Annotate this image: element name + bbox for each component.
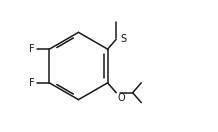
- Text: S: S: [120, 34, 126, 44]
- Text: F: F: [29, 78, 35, 88]
- Text: F: F: [29, 44, 35, 54]
- Text: O: O: [117, 93, 125, 103]
